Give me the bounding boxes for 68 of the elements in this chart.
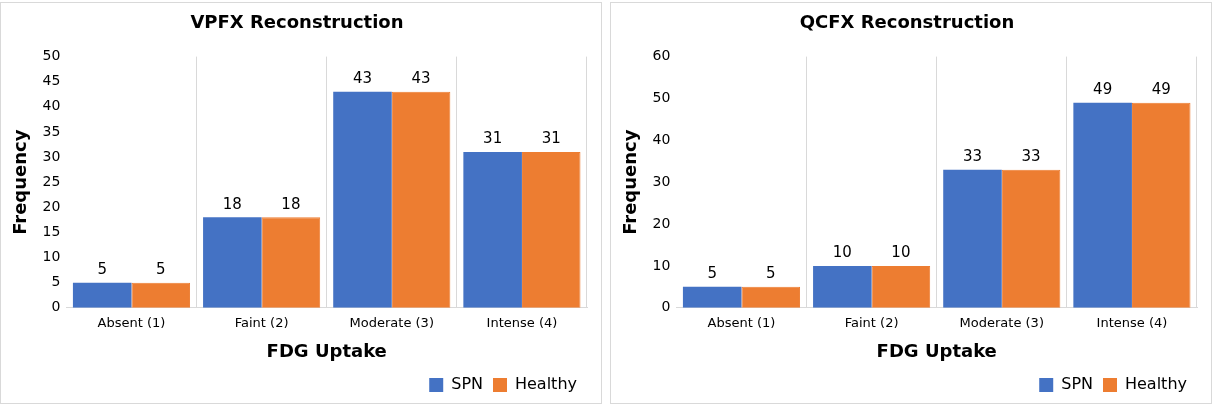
data-label: 49 — [1093, 80, 1113, 99]
y-axis-title: Frequency — [619, 129, 641, 235]
data-label: 43 — [411, 69, 431, 88]
data-label: 5 — [97, 260, 107, 279]
y-tick-label: 60 — [652, 47, 671, 64]
y-tick-label: 0 — [661, 298, 671, 315]
data-label: 33 — [1021, 147, 1041, 166]
data-label: 5 — [766, 264, 776, 283]
bar — [1131, 102, 1191, 308]
y-tick-label: 5 — [51, 273, 61, 290]
y-tick-label: 30 — [42, 147, 61, 164]
data-label: 5 — [156, 260, 166, 279]
y-tick-label: 15 — [42, 223, 61, 240]
chart-title: QCFX Reconstruction — [799, 11, 1015, 33]
bar — [521, 152, 581, 308]
data-label: 49 — [1151, 80, 1171, 99]
y-tick-label: 50 — [42, 47, 61, 64]
y-tick-label: 50 — [652, 89, 671, 106]
bar — [72, 282, 132, 308]
data-label: 10 — [832, 243, 852, 262]
x-tick-label: Moderate (3) — [349, 314, 434, 330]
x-tick-label: Faint (2) — [844, 314, 899, 330]
y-tick-label: 40 — [652, 130, 671, 147]
chart-title: VPFX Reconstruction — [190, 11, 404, 33]
data-label: 33 — [962, 147, 983, 166]
legend-label: SPN — [451, 374, 483, 394]
y-axis-title: Frequency — [9, 129, 31, 235]
data-label: 18 — [281, 194, 301, 213]
bar — [463, 152, 522, 308]
y-tick-label: 10 — [42, 248, 61, 265]
y-tick-label: 45 — [42, 72, 61, 89]
bar — [871, 265, 931, 308]
data-label: 43 — [352, 69, 373, 88]
x-tick-label: Absent (1) — [707, 314, 776, 330]
legend-label: Healthy — [1124, 374, 1188, 394]
x-axis-title: FDG Uptake — [876, 339, 997, 361]
x-tick-label: Faint (2) — [234, 314, 289, 330]
y-tick-label: 30 — [652, 172, 671, 189]
bar — [682, 286, 742, 308]
data-label: 10 — [891, 243, 911, 262]
y-tick-label: 20 — [42, 197, 61, 214]
x-tick-label: Intense (4) — [1096, 314, 1168, 330]
x-tick-label: Intense (4) — [486, 314, 558, 330]
bar — [741, 286, 801, 308]
y-tick-label: 20 — [652, 214, 671, 231]
data-label: 31 — [483, 129, 503, 148]
y-tick-label: 0 — [51, 298, 61, 315]
bar — [261, 217, 321, 308]
data-label: 18 — [222, 194, 242, 213]
bar — [813, 265, 872, 308]
y-tick-label: 40 — [42, 97, 61, 114]
bar — [131, 282, 191, 308]
data-label: 31 — [541, 129, 561, 148]
x-tick-label: Absent (1) — [97, 314, 166, 330]
legend-label: Healthy — [514, 374, 578, 394]
y-tick-label: 10 — [652, 256, 671, 273]
bar — [1073, 102, 1132, 308]
bar — [203, 217, 262, 308]
y-tick-label: 25 — [42, 172, 61, 189]
x-axis-title: FDG Uptake — [266, 339, 387, 361]
bar — [391, 91, 451, 308]
data-label: 5 — [707, 264, 717, 283]
x-tick-label: Moderate (3) — [959, 314, 1044, 330]
bar — [333, 91, 392, 308]
legend-label: SPN — [1061, 374, 1093, 394]
y-tick-label: 35 — [42, 122, 61, 139]
bar — [1001, 169, 1061, 308]
bar — [943, 169, 1002, 308]
